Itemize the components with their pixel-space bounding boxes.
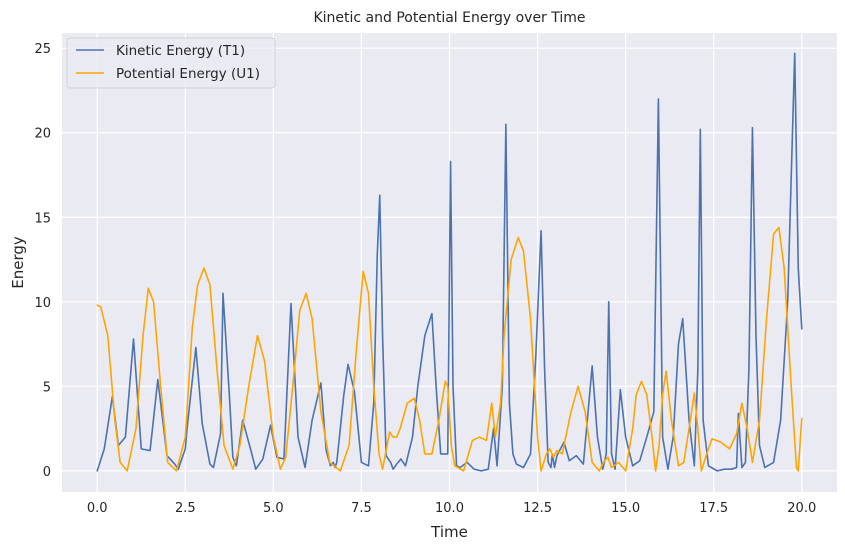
potential-energy-line xyxy=(96,226,803,472)
x-tick-label: 5.0 xyxy=(263,501,284,516)
x-tick-label: 12.5 xyxy=(523,501,552,516)
y-tick-label: 5 xyxy=(43,380,51,395)
x-tick-label: 10.0 xyxy=(435,501,464,516)
x-tick-label: 20.0 xyxy=(787,501,816,516)
legend: Kinetic Energy (T1) Potential Energy (U1… xyxy=(66,37,276,89)
x-tick-label: 15.0 xyxy=(611,501,640,516)
chart-title: Kinetic and Potential Energy over Time xyxy=(313,10,585,26)
kinetic-energy-line xyxy=(96,52,803,472)
y-axis-label: Energy xyxy=(9,236,27,289)
y-tick-label: 15 xyxy=(34,211,51,226)
x-tick-label: 0.0 xyxy=(87,501,108,516)
x-tick-label: 17.5 xyxy=(699,501,728,516)
x-axis-label: Time xyxy=(430,523,468,541)
y-tick-label: 10 xyxy=(34,296,51,311)
legend-label-kinetic: Kinetic Energy (T1) xyxy=(116,43,245,59)
x-tick-labels: 0.0 2.5 5.0 7.5 10.0 12.5 15.0 17.5 20.0 xyxy=(87,501,816,516)
x-tick-label: 7.5 xyxy=(351,501,372,516)
legend-box xyxy=(66,37,276,89)
y-tick-label: 0 xyxy=(43,465,51,480)
legend-label-potential: Potential Energy (U1) xyxy=(116,66,260,82)
y-tick-label: 20 xyxy=(34,127,51,142)
series-layer xyxy=(96,52,803,472)
x-tick-label: 2.5 xyxy=(175,501,196,516)
y-tick-labels: 0 5 10 15 20 25 xyxy=(34,42,51,480)
y-tick-label: 25 xyxy=(34,42,51,57)
